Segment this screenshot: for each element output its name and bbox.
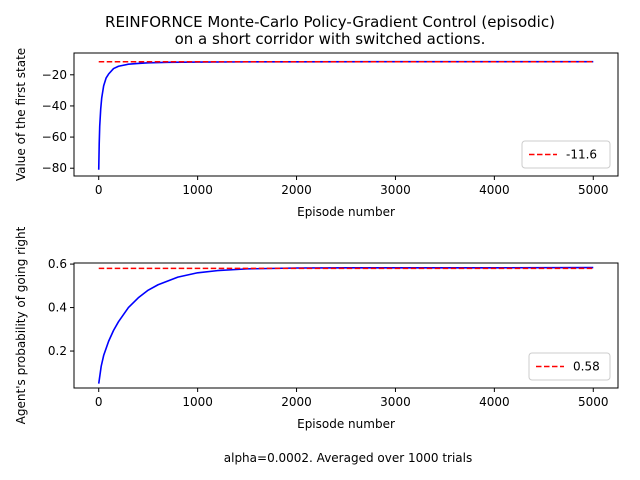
x-tick-label: 1000: [182, 183, 213, 197]
y-axis-label: Agent's probability of going right: [14, 226, 28, 424]
legend: -11.6: [521, 140, 611, 169]
y-tick-label: −40: [42, 99, 67, 113]
x-tick-label: 0: [95, 183, 103, 197]
axes-frame: [73, 262, 619, 389]
x-tick-label: 4000: [479, 183, 510, 197]
y-tick-label: 0.4: [48, 301, 67, 315]
y-tick-label: 0.2: [48, 344, 67, 358]
x-tick-label: 5000: [578, 183, 609, 197]
x-tick-label: 3000: [380, 183, 411, 197]
legend-label: -11.6: [566, 148, 597, 162]
y-tick-label: −60: [42, 130, 67, 144]
y-tick-label: 0.6: [48, 257, 67, 271]
x-tick-label: 0: [95, 395, 103, 409]
axes-frame: [73, 52, 619, 177]
y-axis-label: Value of the first state: [14, 48, 28, 181]
figure-title-line: REINFORNCE Monte-Carlo Policy-Gradient C…: [105, 13, 555, 31]
series-line: [97, 266, 594, 384]
x-tick-label: 2000: [281, 395, 312, 409]
y-tick-label: −20: [42, 68, 67, 82]
x-axis-label: Episode number: [297, 205, 395, 219]
legend: 0.58: [528, 352, 611, 381]
x-tick-label: 3000: [380, 395, 411, 409]
x-tick-label: 2000: [281, 183, 312, 197]
x-tick-label: 4000: [479, 395, 510, 409]
x-axis-label: Episode number: [297, 417, 395, 431]
value-chart: 0 1000 2000 3000 4000 5000 −80 −60 −40 −20 Episode…: [14, 48, 619, 219]
figure-title: REINFORNCE Monte-Carlo Policy-Gradient C…: [105, 13, 555, 48]
series-line: [97, 60, 594, 170]
figure-title-line: on a short corridor with switched action…: [175, 30, 486, 48]
legend-label: 0.58: [573, 360, 600, 374]
y-tick-label: −80: [42, 161, 67, 175]
figure-caption: alpha=0.0002. Averaged over 1000 trials: [224, 451, 472, 465]
x-tick-label: 5000: [578, 395, 609, 409]
probability-chart: 0 1000 2000 3000 4000 5000 0.2 0.4 0.6 Episode nu…: [14, 226, 619, 431]
x-tick-label: 1000: [182, 395, 213, 409]
